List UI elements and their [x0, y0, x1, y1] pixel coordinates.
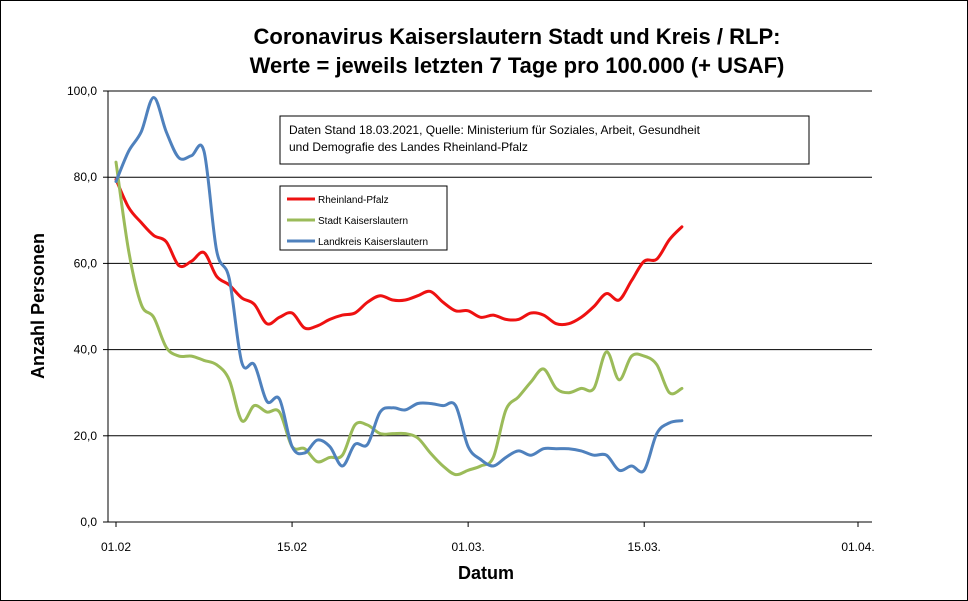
- source-note-line-1: Daten Stand 18.03.2021, Quelle: Minister…: [289, 123, 701, 137]
- legend-label-landkreis-kaiserslautern: Landkreis Kaiserslautern: [318, 237, 428, 248]
- legend-label-stadt-kaiserslautern: Stadt Kaiserslautern: [318, 216, 408, 227]
- y-tick-label: 60,0: [74, 256, 98, 270]
- gridlines: [108, 90, 872, 437]
- x-tick-label: 15.03.: [628, 540, 661, 554]
- source-note-line-2: und Demografie des Landes Rheinland-Pfal…: [289, 140, 528, 154]
- y-tick-label: 0,0: [80, 515, 97, 529]
- x-tick-label: 01.04.: [841, 540, 874, 554]
- source-note-box: [279, 115, 810, 165]
- legend-box: [279, 185, 448, 251]
- y-tick-label: 20,0: [74, 429, 98, 443]
- y-tick-label: 80,0: [74, 170, 98, 184]
- x-tick-label: 01.03.: [451, 540, 484, 554]
- series-line-rheinland-pfalz: [114, 177, 684, 331]
- legend-entries: Rheinland-Pfalz Stadt Kaiserslautern Landk…: [287, 195, 428, 248]
- chart-title-line-2: Werte = jeweils letzten 7 Tage pro 100.0…: [250, 53, 785, 78]
- legend: Rheinland-Pfalz Stadt Kaiserslautern Landk…: [279, 185, 448, 251]
- x-tick-label: 01.02: [101, 540, 131, 554]
- chart-title-line-1: Coronavirus Kaiserslautern Stadt und Kre…: [254, 24, 781, 49]
- legend-label-rheinland-pfalz: Rheinland-Pfalz: [318, 195, 389, 206]
- x-axis-label: Datum: [458, 563, 514, 583]
- y-axis-label: Anzahl Personen: [28, 233, 48, 379]
- series-line-stadt-kaiserslautern: [114, 160, 684, 477]
- y-tick-label: 40,0: [74, 343, 98, 357]
- x-tick-label: 15.02: [277, 540, 307, 554]
- series: [114, 96, 684, 477]
- y-tick-label: 100,0: [67, 84, 97, 98]
- series-line-landkreis-kaiserslautern: [114, 96, 684, 474]
- ticks: 0,0 20,0 40,0 60,0 80,0 100,0 01.02 15.02 01.03.…: [67, 84, 875, 554]
- source-note: Daten Stand 18.03.2021, Quelle: Minister…: [279, 115, 810, 165]
